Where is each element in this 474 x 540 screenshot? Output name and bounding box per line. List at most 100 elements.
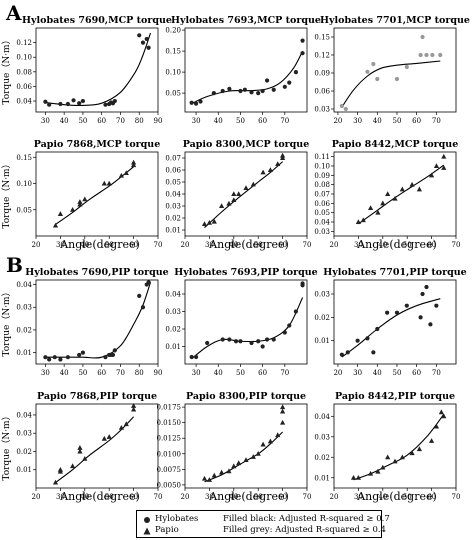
x-tick-label: 70 bbox=[303, 493, 312, 501]
data-point-circle bbox=[220, 88, 225, 94]
plot-frame bbox=[35, 27, 159, 113]
data-point-triangle bbox=[280, 408, 286, 414]
x-tick-label: 30 bbox=[56, 493, 65, 501]
y-tick-label: 0.0150 bbox=[157, 419, 182, 427]
data-point-triangle bbox=[82, 455, 88, 461]
x-tick-label: 60 bbox=[129, 241, 138, 249]
data-point-circle bbox=[394, 76, 400, 82]
data-point-triangle bbox=[416, 446, 422, 452]
data-point-circle bbox=[287, 323, 292, 328]
x-tick-label: 70 bbox=[154, 493, 163, 501]
y-tick-label: 0.03 bbox=[314, 433, 330, 441]
x-tick-label: 70 bbox=[280, 369, 289, 377]
y-tick-label: 0.10 bbox=[314, 163, 330, 171]
x-tick-label: 40 bbox=[378, 241, 387, 249]
x-tick-label: 30 bbox=[354, 241, 363, 249]
data-point-circle bbox=[371, 61, 376, 67]
y-tick-label: 0.09 bbox=[314, 172, 330, 180]
data-point-circle bbox=[375, 76, 380, 82]
x-tick-label: 30 bbox=[192, 117, 201, 125]
data-point-circle bbox=[233, 339, 239, 344]
y-tick-label: 0.0175 bbox=[157, 404, 182, 412]
x-tick-label: 70 bbox=[432, 369, 441, 377]
data-point-circle bbox=[58, 357, 63, 362]
data-point-circle bbox=[371, 350, 376, 355]
data-point-circle bbox=[198, 99, 203, 104]
data-point-circle bbox=[293, 70, 299, 75]
data-point-triangle bbox=[385, 191, 391, 196]
y-tick-label: 0.0100 bbox=[157, 450, 182, 458]
y-tick-label: 0.04 bbox=[165, 191, 181, 199]
y-tick-label: 0.12 bbox=[314, 52, 330, 60]
data-point-circle bbox=[112, 348, 117, 353]
panels-group: Hylobates 7690,MCP torque 30 40 50 60 70 80 90 0… bbox=[1, 15, 470, 501]
data-point-circle bbox=[264, 337, 270, 342]
x-tick-label: 50 bbox=[105, 241, 114, 249]
data-point-triangle bbox=[433, 423, 440, 429]
x-tick-label: 20 bbox=[330, 241, 339, 249]
x-tick-label: 60 bbox=[258, 369, 267, 377]
data-point-triangle bbox=[206, 220, 212, 225]
data-point-triangle bbox=[131, 159, 137, 165]
data-point-triangle bbox=[280, 419, 286, 425]
data-point-circle bbox=[65, 355, 71, 360]
x-tick-label: 70 bbox=[452, 493, 461, 501]
legend-note-black: Filled black: Adjusted R-squared ≥ 0.7 bbox=[223, 514, 390, 524]
y-tick-label: 0.20 bbox=[165, 27, 181, 35]
x-tick-label: 40 bbox=[214, 117, 223, 125]
x-tick-label: 40 bbox=[60, 117, 69, 125]
x-tick-label: 50 bbox=[393, 117, 402, 125]
data-point-circle bbox=[71, 98, 76, 103]
data-point-circle bbox=[345, 350, 350, 355]
data-point-triangle bbox=[131, 403, 137, 408]
y-tick-label: 0.0125 bbox=[157, 435, 182, 443]
y-tick-label: 0.01 bbox=[16, 349, 32, 357]
y-tick-label: 0.02 bbox=[314, 314, 330, 322]
data-point-circle bbox=[365, 336, 370, 341]
data-point-circle bbox=[80, 98, 86, 104]
y-tick-label: 0.10 bbox=[165, 69, 181, 77]
y-tick-label: 0.0050 bbox=[157, 481, 182, 489]
y-tick-label: 0.08 bbox=[314, 181, 330, 189]
data-point-circle bbox=[428, 322, 433, 327]
y-tick-label: 0.04 bbox=[16, 281, 32, 289]
panel-10: Papio 7868,PIP torque 20 30 40 50 60 70 0.01 0.0… bbox=[1, 391, 162, 501]
y-tick-label: 0.03 bbox=[165, 308, 181, 316]
data-point-circle bbox=[110, 352, 116, 358]
data-point-triangle bbox=[226, 468, 232, 474]
data-point-circle bbox=[65, 101, 71, 107]
data-point-circle bbox=[404, 303, 409, 308]
data-point-triangle bbox=[106, 434, 112, 439]
x-tick-label: 60 bbox=[427, 241, 436, 249]
x-tick-label: 50 bbox=[254, 241, 263, 249]
data-point-circle bbox=[256, 91, 261, 96]
panel-title: Papio 8442,MCP torque bbox=[332, 139, 459, 150]
data-point-circle bbox=[227, 337, 232, 342]
y-tick-label: 0.11 bbox=[314, 153, 330, 161]
x-tick-label: 30 bbox=[354, 493, 363, 501]
data-point-circle bbox=[140, 305, 146, 310]
y-tick-label: 0.01 bbox=[314, 337, 330, 345]
x-tick-label: 60 bbox=[97, 117, 106, 125]
x-tick-label: 40 bbox=[378, 493, 387, 501]
y-tick-label: 0.05 bbox=[165, 90, 181, 98]
y-tick-label: 0.02 bbox=[16, 326, 32, 334]
fit-curve bbox=[45, 282, 152, 359]
panel-title: Papio 8442,PIP torque bbox=[335, 391, 455, 402]
data-point-triangle bbox=[57, 211, 63, 216]
legend-note-grey: Filled grey: Adjusted R-squared ≥ 0.4 bbox=[223, 525, 386, 535]
fit-curve bbox=[45, 32, 152, 107]
xlabel-b-mid: Angle(degree) bbox=[208, 490, 289, 503]
section-label-b: B bbox=[6, 253, 23, 277]
y-tick-label: 0.01 bbox=[165, 343, 181, 351]
x-tick-label: 30 bbox=[205, 493, 214, 501]
data-point-circle bbox=[385, 310, 390, 315]
y-tick-label: 0.02 bbox=[16, 448, 32, 456]
data-point-circle bbox=[189, 354, 194, 360]
data-point-triangle bbox=[267, 167, 273, 172]
x-tick-label: 40 bbox=[80, 241, 89, 249]
data-point-triangle bbox=[57, 466, 63, 472]
data-point-circle bbox=[282, 84, 287, 89]
x-tick-label: 80 bbox=[135, 369, 144, 377]
